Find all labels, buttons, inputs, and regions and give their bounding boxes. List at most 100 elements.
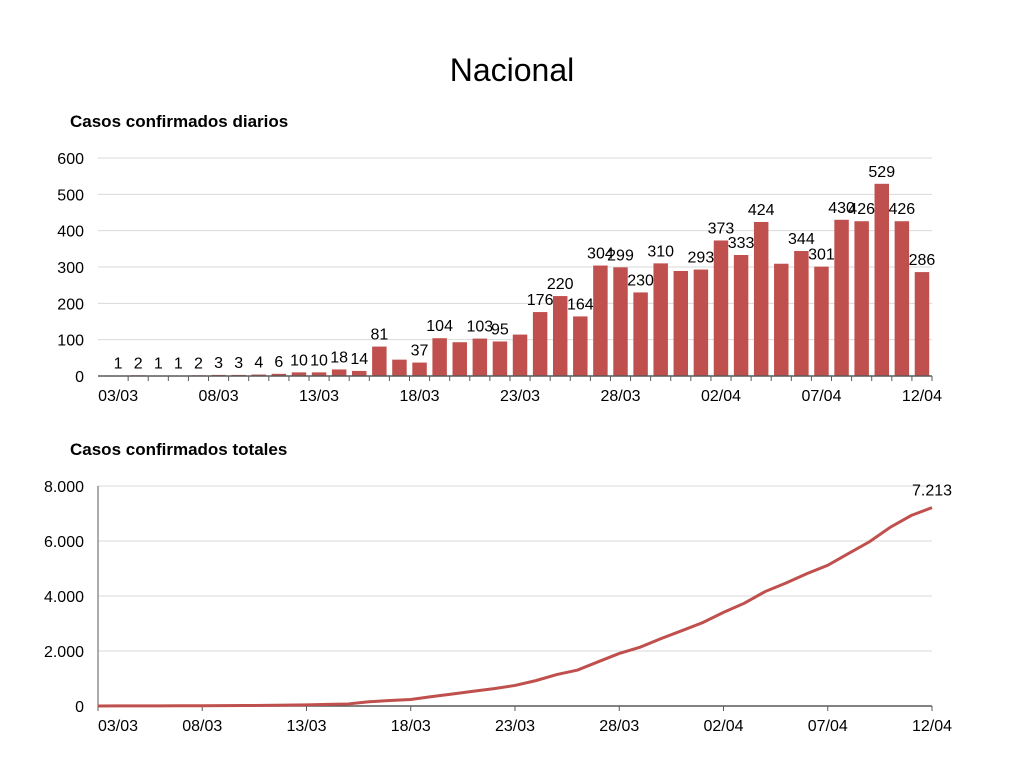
data-label: 304 <box>587 246 614 263</box>
data-label: 426 <box>848 201 875 218</box>
data-label: 529 <box>868 164 895 181</box>
x-tick-label: 28/03 <box>600 388 640 405</box>
data-label: 301 <box>808 247 835 264</box>
data-label: 1 <box>154 356 163 373</box>
data-label: 220 <box>547 276 574 293</box>
data-label: 176 <box>527 292 554 309</box>
bar <box>753 221 769 376</box>
bar <box>673 270 689 376</box>
data-label: 424 <box>748 202 775 219</box>
y-tick-label: 0 <box>75 699 84 716</box>
bar <box>352 370 367 376</box>
bar <box>573 316 588 376</box>
x-tick-label: 08/03 <box>199 388 239 405</box>
y-tick-label: 2.000 <box>44 644 84 661</box>
y-tick-label: 400 <box>57 224 84 241</box>
bar <box>452 342 467 376</box>
x-tick-label: 03/03 <box>98 718 138 735</box>
x-tick-label: 18/03 <box>391 718 431 735</box>
x-tick-label: 07/04 <box>801 388 841 405</box>
y-tick-label: 500 <box>57 187 84 204</box>
y-tick-label: 300 <box>57 260 84 277</box>
bar <box>331 369 347 376</box>
bar <box>372 346 387 376</box>
data-label: 104 <box>426 318 453 335</box>
data-label: 14 <box>350 351 368 368</box>
data-label: 164 <box>567 296 594 313</box>
bar <box>552 296 568 376</box>
x-tick-label: 12/04 <box>912 718 952 735</box>
data-label: 333 <box>728 235 755 252</box>
data-label: 81 <box>370 327 388 344</box>
end-data-label: 7.213 <box>912 483 952 500</box>
line-chart-title: Casos confirmados totales <box>70 440 288 459</box>
bar <box>432 338 447 376</box>
page-title: Nacional <box>449 52 575 88</box>
bar <box>693 269 709 376</box>
bar <box>713 240 729 376</box>
y-tick-label: 6.000 <box>44 534 84 551</box>
x-tick-label: 18/03 <box>400 388 440 405</box>
data-label: 4 <box>254 355 263 372</box>
data-label: 286 <box>909 252 936 269</box>
data-label: 373 <box>708 220 735 237</box>
x-tick-label: 13/03 <box>299 388 339 405</box>
x-tick-label: 23/03 <box>495 718 535 735</box>
bar <box>794 251 809 376</box>
bar <box>854 221 869 376</box>
y-tick-label: 600 <box>57 151 84 168</box>
y-tick-label: 200 <box>57 296 84 313</box>
x-tick-label: 02/04 <box>701 388 741 405</box>
y-tick-label: 100 <box>57 333 84 350</box>
series-line <box>97 506 933 708</box>
data-label: 299 <box>607 247 634 264</box>
bar <box>894 221 910 376</box>
data-label: 1 <box>174 356 183 373</box>
bar <box>874 183 889 376</box>
data-label: 95 <box>491 321 509 338</box>
x-tick-label: 03/03 <box>98 388 138 405</box>
data-label: 426 <box>889 201 916 218</box>
bar <box>532 312 548 376</box>
x-tick-label: 12/04 <box>902 388 942 405</box>
data-label: 18 <box>330 349 348 366</box>
bar <box>412 362 427 376</box>
bar <box>512 334 528 376</box>
data-label: 1 <box>114 356 123 373</box>
bar <box>814 266 829 376</box>
bar <box>633 292 648 376</box>
bar <box>291 372 307 376</box>
x-tick-label: 28/03 <box>599 718 639 735</box>
bar <box>774 263 789 376</box>
x-tick-label: 13/03 <box>286 718 326 735</box>
bar <box>392 359 407 376</box>
bar <box>613 267 628 376</box>
data-label: 37 <box>411 343 429 360</box>
data-label: 10 <box>290 352 308 369</box>
bar <box>733 255 749 376</box>
data-label: 230 <box>627 272 654 289</box>
data-label: 103 <box>466 319 493 336</box>
data-label: 2 <box>194 355 203 372</box>
y-tick-label: 4.000 <box>44 589 84 606</box>
x-tick-label: 23/03 <box>500 388 540 405</box>
data-label: 2 <box>134 355 143 372</box>
bar <box>914 272 930 376</box>
data-label: 430 <box>828 200 855 217</box>
bar <box>271 373 287 376</box>
bar <box>492 341 508 376</box>
data-label: 10 <box>310 352 328 369</box>
data-label: 310 <box>647 243 674 260</box>
bar <box>472 338 488 376</box>
x-tick-label: 08/03 <box>182 718 222 735</box>
data-label: 3 <box>234 355 243 372</box>
bar-chart-title: Casos confirmados diarios <box>70 112 289 131</box>
data-label: 3 <box>214 355 223 372</box>
x-tick-label: 07/04 <box>808 718 848 735</box>
bar <box>653 263 668 376</box>
data-label: 6 <box>274 354 283 371</box>
data-label: 344 <box>788 231 815 248</box>
data-label: 293 <box>688 250 715 267</box>
y-tick-label: 8.000 <box>44 479 84 496</box>
